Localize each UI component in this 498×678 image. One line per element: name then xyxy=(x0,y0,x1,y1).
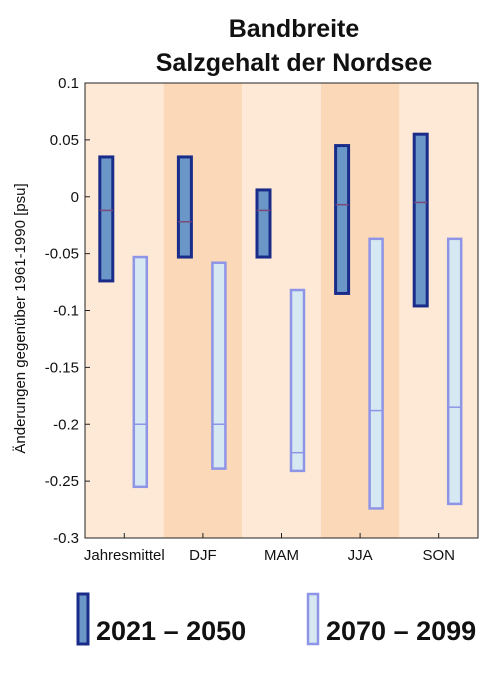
range-box-s1-jahresmittel xyxy=(98,155,115,283)
range-box-s1-mam xyxy=(255,188,272,259)
band-son xyxy=(399,83,478,538)
y-axis: 0.1 0.05 0 -0.05 -0.1 -0.15 -0.2 -0.25 -0.3 xyxy=(45,75,90,547)
x-category-label: JJA xyxy=(348,547,373,564)
y-tick-label: -0.1 xyxy=(53,303,79,320)
x-category-label: DJF xyxy=(189,547,217,564)
range-boxes xyxy=(98,132,463,510)
band-jja xyxy=(320,83,400,538)
band-jahresmittel xyxy=(85,83,164,538)
y-tick-label: -0.3 xyxy=(53,530,79,547)
range-box-s2-son xyxy=(446,237,463,506)
band-mam xyxy=(242,83,321,538)
chart-title-line-2: Salzgehalt der Nordsee xyxy=(156,49,433,77)
chart-title-line-1: Bandbreite xyxy=(229,15,360,43)
legend-swatch-1 xyxy=(76,592,90,646)
x-axis-categories: Jahresmittel DJF MAM JJA SON xyxy=(84,533,455,564)
range-box-s1-djf xyxy=(176,155,193,259)
range-box-s2-mam xyxy=(289,288,306,473)
x-category-label: SON xyxy=(422,547,455,564)
band-djf xyxy=(163,83,243,538)
range-box-s1-son xyxy=(412,132,429,308)
category-bands xyxy=(85,83,478,538)
y-tick-label: -0.15 xyxy=(45,359,79,376)
y-tick-label: 0 xyxy=(71,189,79,206)
y-tick-label: -0.2 xyxy=(53,416,79,433)
y-tick-label: -0.05 xyxy=(45,246,79,263)
legend-label-1: 2021 – 2050 xyxy=(96,616,246,646)
legend-label-2: 2070 – 2099 xyxy=(326,616,476,646)
chart-title: Bandbreite Salzgehalt der Nordsee xyxy=(156,15,433,77)
legend-swatch-2 xyxy=(306,592,320,646)
x-category-label: MAM xyxy=(264,547,299,564)
y-tick-label: 0.1 xyxy=(58,75,79,92)
y-tick-label: -0.25 xyxy=(45,473,79,490)
range-box-s1-jja xyxy=(334,144,351,295)
range-box-s2-djf xyxy=(211,261,227,470)
range-box-s2-jja xyxy=(368,237,384,510)
y-axis-label: Änderungen gegenüber 1961-1990 [psu] xyxy=(12,183,29,453)
range-box-s2-jahresmittel xyxy=(132,255,149,489)
y-tick-label: 0.05 xyxy=(50,132,79,149)
x-category-label: Jahresmittel xyxy=(84,547,165,564)
legend: 2021 – 2050 2070 – 2099 xyxy=(76,592,476,646)
